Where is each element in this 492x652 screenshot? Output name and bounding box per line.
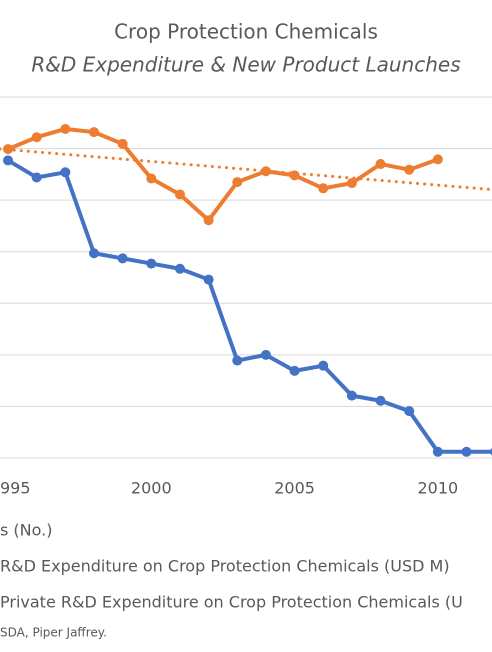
legend-entry: s (No.): [0, 521, 52, 540]
data-point: [232, 177, 243, 188]
data-point: [117, 138, 128, 149]
data-point: [346, 390, 357, 401]
x-tick-label: 995: [0, 479, 31, 498]
x-tick-label: 2010: [417, 479, 458, 498]
data-point: [88, 248, 99, 259]
data-point: [88, 127, 99, 138]
data-point: [289, 365, 300, 376]
data-point: [461, 446, 472, 457]
data-point: [375, 395, 386, 406]
plot-area: [0, 123, 492, 457]
legend-entry: Private R&D Expenditure on Crop Protecti…: [0, 593, 463, 612]
data-point: [318, 183, 329, 194]
data-point: [346, 178, 357, 189]
chart-subtitle: R&D Expenditure & New Product Launches: [31, 53, 460, 77]
data-point: [174, 263, 185, 274]
data-point: [3, 144, 14, 155]
series-line: [7, 158, 492, 454]
data-point: [203, 215, 214, 226]
data-point: [432, 446, 443, 457]
data-point: [174, 189, 185, 200]
data-point: [404, 164, 415, 175]
data-point: [60, 123, 71, 134]
x-tick-label: 2005: [274, 479, 315, 498]
data-point: [31, 132, 42, 143]
series-line: [7, 126, 439, 223]
data-point: [289, 170, 300, 181]
data-point: [404, 406, 415, 417]
data-point: [117, 253, 128, 264]
trendline: [0, 147, 492, 192]
data-point: [260, 166, 271, 177]
chart-title: Crop Protection Chemicals: [114, 20, 378, 44]
data-point: [318, 360, 329, 371]
data-point: [203, 274, 214, 285]
data-point: [3, 155, 14, 166]
data-point: [146, 173, 157, 184]
data-point: [260, 349, 271, 360]
data-point: [232, 355, 243, 366]
source-note: SDA, Piper Jaffrey.: [0, 626, 107, 640]
grid: [0, 96, 492, 459]
data-point: [31, 172, 42, 183]
data-point: [432, 154, 443, 165]
data-point: [146, 258, 157, 269]
data-point: [60, 167, 71, 178]
x-tick-label: 2000: [131, 479, 172, 498]
legend-entry: R&D Expenditure on Crop Protection Chemi…: [0, 557, 450, 576]
data-point: [375, 159, 386, 170]
